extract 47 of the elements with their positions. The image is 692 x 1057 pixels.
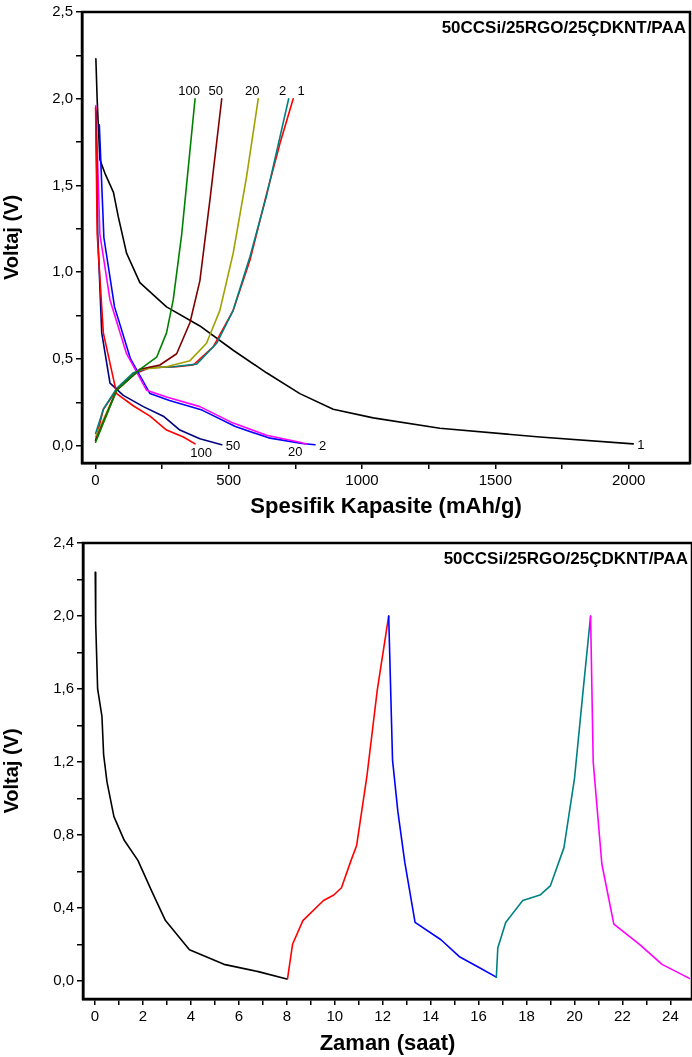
- x-tick-label: 12: [374, 1007, 392, 1025]
- series-label: 20: [245, 82, 260, 98]
- x-tick-label: 14: [422, 1007, 439, 1025]
- y-tick-label: 1,5: [52, 175, 73, 193]
- y-tick-label: 1,6: [53, 679, 74, 697]
- x-tick-label: 1000: [345, 471, 379, 489]
- series-label: 20: [288, 444, 303, 459]
- y-axis-title: Voltaj (V): [0, 728, 22, 814]
- x-tick-label: 8: [282, 1007, 291, 1025]
- x-tick-label: 22: [614, 1007, 631, 1025]
- y-axis-title: Voltaj (V): [0, 194, 22, 281]
- y-tick-label: 0,8: [53, 824, 74, 842]
- y-tick-label: 0,0: [52, 435, 73, 453]
- x-tick-label: 10: [326, 1007, 344, 1025]
- x-tick-label: 500: [216, 471, 242, 489]
- y-tick-label: 0,0: [53, 970, 74, 988]
- y-tick-label: 0,5: [52, 349, 73, 367]
- y-tick-label: 1,2: [53, 752, 74, 770]
- x-tick-label: 2: [138, 1007, 148, 1025]
- y-tick-label: 1,0: [52, 262, 73, 280]
- x-tick-label: 1500: [478, 471, 513, 489]
- x-tick-label: 24: [662, 1007, 679, 1025]
- series-label: 1: [297, 82, 305, 98]
- x-axis-title: Zaman (saat): [319, 1029, 456, 1055]
- x-tick-label: 0: [90, 1007, 100, 1025]
- series-label: 2: [319, 437, 327, 453]
- x-tick-label: 18: [518, 1007, 535, 1025]
- x-tick-label: 6: [234, 1007, 244, 1025]
- x-tick-label: 20: [566, 1007, 583, 1025]
- x-axis-title: Spesifik Kapasite (mAh/g): [250, 492, 522, 518]
- annotation: 50CCSi/25RGO/25ÇDKNT/PAA: [441, 18, 686, 38]
- x-tick-label: 2000: [611, 471, 646, 489]
- series-label: 50: [208, 82, 223, 98]
- series-label: 50: [225, 437, 241, 453]
- series-label: 100: [178, 82, 200, 98]
- x-tick-label: 16: [470, 1007, 487, 1025]
- y-tick-label: 2,0: [53, 606, 74, 624]
- x-tick-label: 0: [91, 471, 100, 489]
- annotation: 50CCSi/25RGO/25ÇDKNT/PAA: [443, 549, 688, 569]
- y-tick-label: 0,4: [53, 897, 74, 915]
- series-label: 100: [190, 445, 212, 460]
- x-tick-label: 4: [186, 1007, 196, 1025]
- series-label: 2: [279, 82, 287, 98]
- series-label: 1: [637, 437, 645, 452]
- y-tick-label: 2,4: [53, 533, 74, 551]
- y-tick-label: 2,5: [52, 2, 73, 20]
- y-tick-label: 2,0: [52, 88, 73, 106]
